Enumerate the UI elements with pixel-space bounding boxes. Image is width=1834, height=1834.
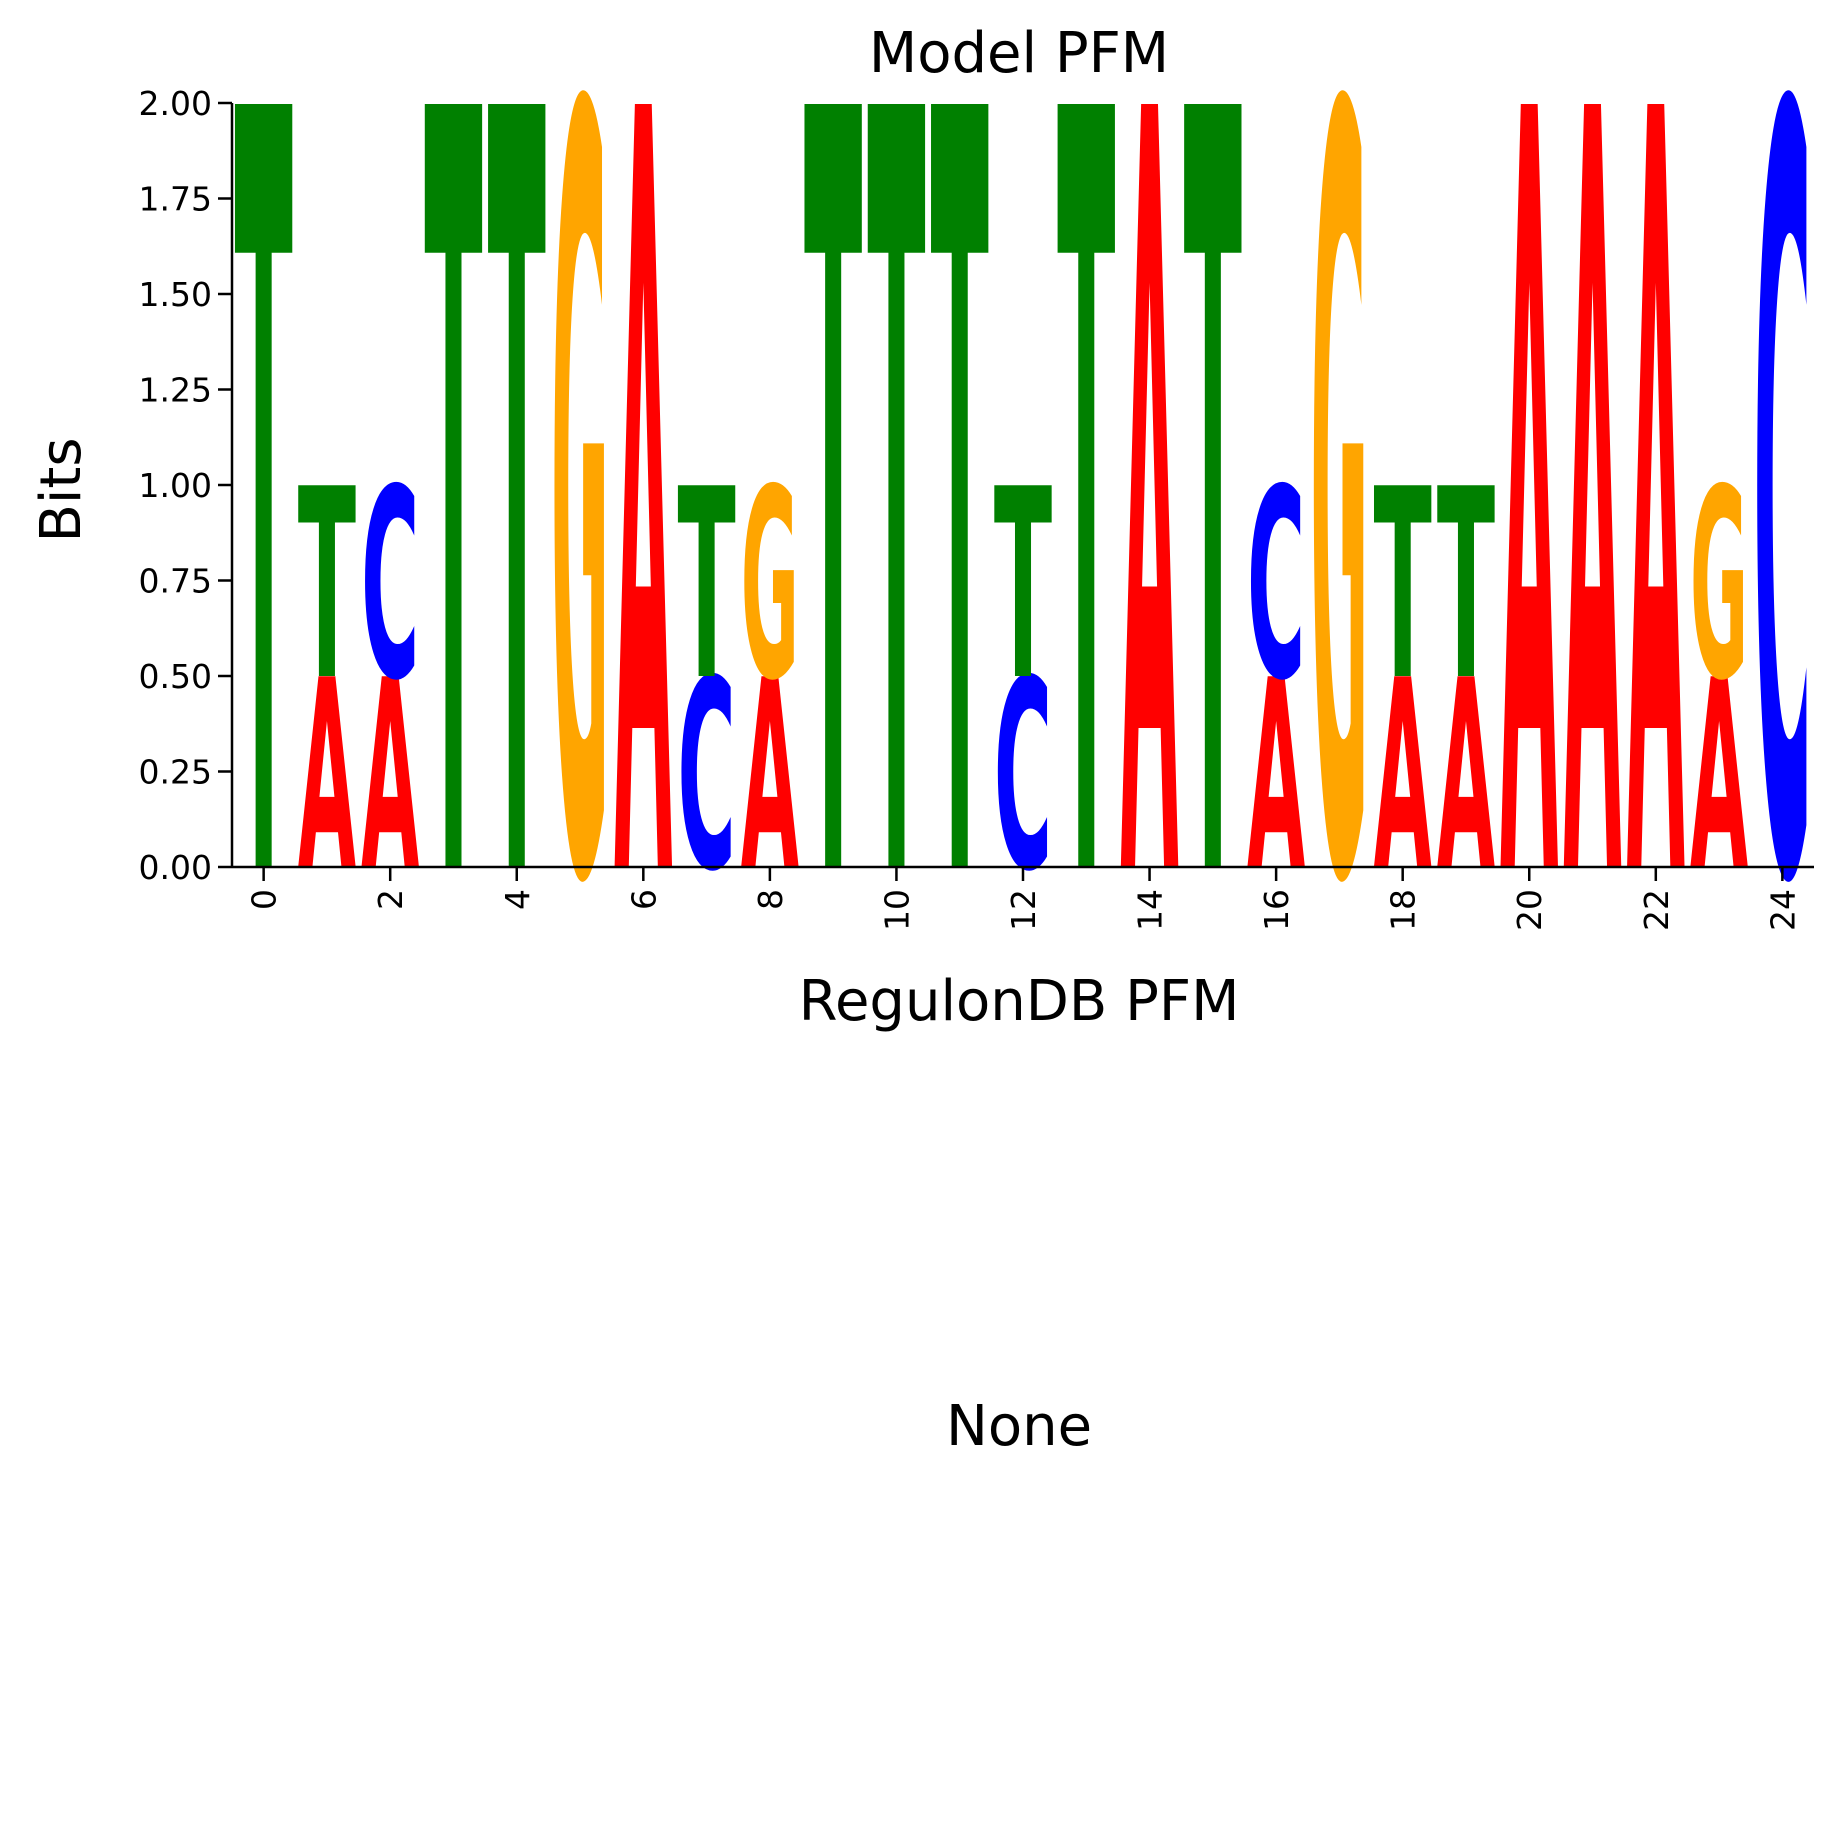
logo-letter-t: T xyxy=(298,435,356,738)
logo-letter-t: T xyxy=(867,0,926,1115)
logo-letter-t: T xyxy=(1437,435,1495,738)
logo-letter-a: A xyxy=(614,0,673,1115)
x-axis-label: RegulonDB PFM xyxy=(799,969,1240,1034)
logo-letter-g: G xyxy=(1310,0,1368,1115)
logo-letter-a: A xyxy=(1500,0,1559,1115)
logo-letter-a: A xyxy=(298,626,356,929)
y-tick-label: 0.00 xyxy=(139,848,212,887)
logo-letter-c: C xyxy=(1753,0,1811,1115)
y-tick-label: 0.75 xyxy=(139,562,212,601)
y-tick-label: 1.75 xyxy=(139,180,212,219)
logo-letter-t: T xyxy=(488,0,547,1115)
x-tick-label: 16 xyxy=(1257,889,1296,931)
y-axis-label: Bits xyxy=(29,437,94,542)
logo-letter-a: A xyxy=(1690,626,1748,929)
logo-letter-t: T xyxy=(1374,435,1432,738)
x-tick-label: 22 xyxy=(1637,889,1676,931)
logo-letter-c: C xyxy=(677,626,735,929)
logo-letter-c: C xyxy=(361,435,419,738)
logo-letter-a: A xyxy=(1627,0,1686,1115)
logo-letter-c: C xyxy=(1247,435,1305,738)
logo-letter-t: T xyxy=(1184,0,1243,1115)
x-tick-label: 18 xyxy=(1384,889,1423,931)
logo-letter-a: A xyxy=(1437,626,1495,929)
y-tick-label: 1.25 xyxy=(139,371,212,410)
x-tick-label: 24 xyxy=(1763,889,1802,931)
axes: 0.000.250.500.751.001.251.501.752.000 2 4 6… xyxy=(139,84,1814,931)
x-tick-label: 10 xyxy=(877,889,916,931)
logo-letter-g: G xyxy=(551,0,609,1115)
x-tick-label: 14 xyxy=(1131,889,1170,931)
logo-letter-g: G xyxy=(741,435,799,738)
logo-letter-t: T xyxy=(931,0,990,1115)
logo-letter-a: A xyxy=(1120,0,1179,1115)
logo-letter-g: G xyxy=(1690,435,1748,738)
y-tick-label: 2.00 xyxy=(139,84,212,123)
logo-letter-t: T xyxy=(1057,0,1116,1115)
y-tick-label: 1.00 xyxy=(139,466,212,505)
x-tick-label: 20 xyxy=(1510,889,1549,931)
logo-letter-a: A xyxy=(1563,0,1622,1115)
y-tick-label: 1.50 xyxy=(139,275,212,314)
x-tick-label: 0 xyxy=(245,889,284,910)
logo-letter-t: T xyxy=(994,435,1052,738)
x-tick-label: 4 xyxy=(498,889,537,910)
x-tick-label: 2 xyxy=(371,889,410,910)
lower-panel-text: None xyxy=(946,1394,1092,1459)
logo-letter-t: T xyxy=(235,0,294,1115)
logo-letter-t: T xyxy=(804,0,863,1115)
chart-title: Model PFM xyxy=(869,21,1169,86)
logo-letter-t: T xyxy=(424,0,483,1115)
y-tick-label: 0.50 xyxy=(139,657,212,696)
y-tick-label: 0.25 xyxy=(139,753,212,792)
x-tick-label: 12 xyxy=(1004,889,1043,931)
x-tick-label: 6 xyxy=(624,889,663,910)
x-tick-label: 8 xyxy=(751,889,790,910)
logo-letter-t: T xyxy=(677,435,735,738)
